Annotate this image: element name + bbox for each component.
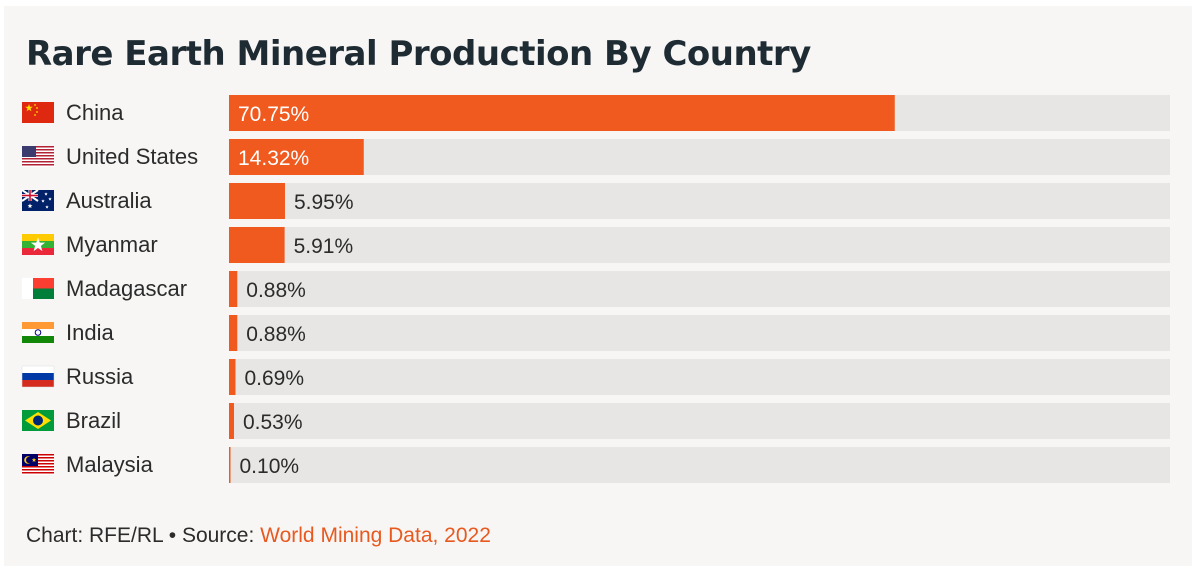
bar-track — [229, 447, 1170, 483]
value-label: 14.32% — [238, 147, 309, 170]
bar — [229, 95, 895, 131]
chart-footer: Chart: RFE/RL • Source: World Mining Dat… — [26, 524, 491, 548]
myanmar-flag-icon — [22, 234, 54, 255]
category-label: Brazil — [66, 408, 121, 433]
category-label: Australia — [66, 188, 152, 213]
bar-track — [229, 359, 1170, 395]
bar-track — [229, 227, 1170, 263]
bar-track — [229, 139, 1170, 175]
bar-track — [229, 403, 1170, 439]
category-label: India — [66, 320, 114, 345]
value-label: 0.10% — [240, 455, 300, 478]
category-label: Myanmar — [66, 232, 158, 257]
category-label: Malaysia — [66, 452, 154, 477]
bar — [229, 403, 234, 439]
bar — [229, 227, 285, 263]
chart-card: Rare Earth Mineral Production By Country… — [4, 6, 1192, 566]
value-label: 0.53% — [243, 411, 303, 434]
bar-track — [229, 183, 1170, 219]
source-link[interactable]: World Mining Data, 2022 — [260, 524, 491, 547]
bar — [229, 447, 231, 483]
bar-track — [229, 271, 1170, 307]
china-flag-icon — [22, 102, 54, 123]
value-label: 0.88% — [246, 279, 306, 302]
value-label: 0.69% — [244, 367, 304, 390]
category-label: Madagascar — [66, 276, 187, 301]
bar — [229, 315, 238, 351]
footer-credit: Chart: RFE/RL • Source: — [26, 524, 261, 547]
russia-flag-icon — [21, 365, 55, 388]
bar — [229, 139, 364, 175]
category-label: Russia — [66, 364, 134, 389]
madagascar-flag-icon — [22, 278, 54, 299]
india-flag-icon — [22, 322, 54, 343]
bar-chart: China 70.75% United States 14.32% Australia 5… — [21, 95, 1170, 483]
category-label: China — [66, 100, 124, 125]
chart-title: Rare Earth Mineral Production By Country — [26, 34, 811, 74]
value-label: 0.88% — [246, 323, 306, 346]
bar — [229, 183, 285, 219]
brazil-flag-icon — [22, 410, 54, 431]
value-label: 5.95% — [294, 191, 354, 214]
category-label: United States — [66, 144, 198, 169]
us-flag-icon — [22, 146, 54, 167]
value-label: 5.91% — [294, 235, 354, 258]
bar — [229, 271, 238, 307]
bar-track — [229, 315, 1170, 351]
malaysia-flag-icon — [22, 454, 54, 475]
value-label: 70.75% — [238, 103, 309, 126]
bar — [229, 359, 236, 395]
australia-flag-icon — [21, 189, 54, 211]
